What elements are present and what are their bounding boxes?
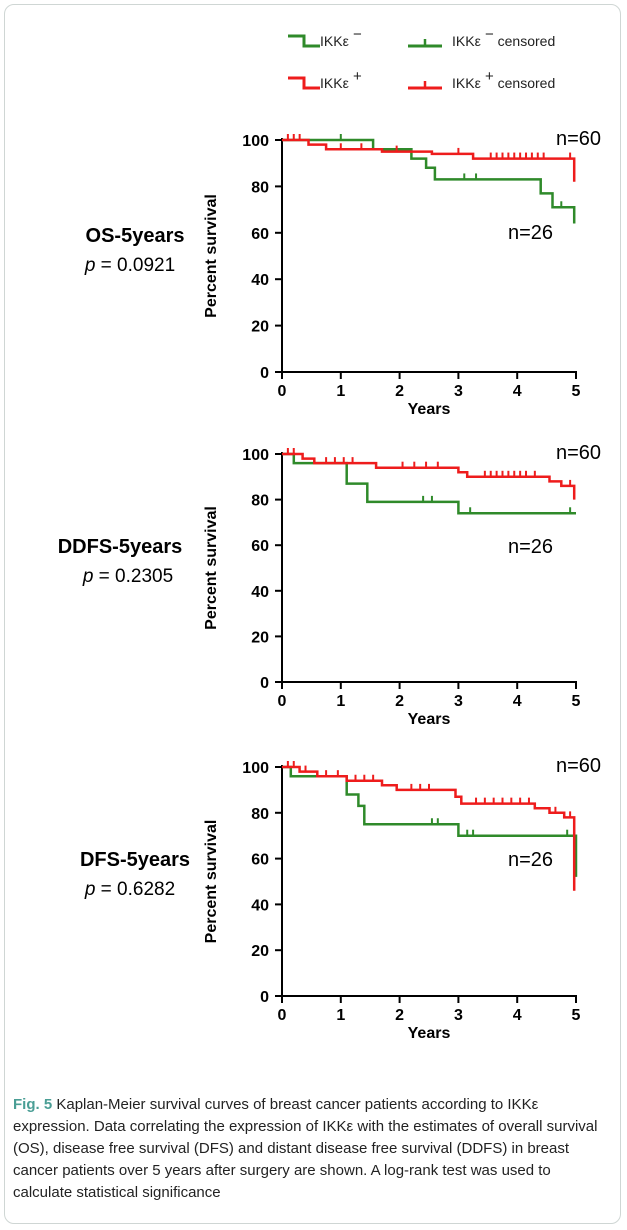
x-tick-label: 3 [454, 383, 463, 400]
y-tick-label: 0 [260, 989, 269, 1006]
x-axis-title: Years [408, 1025, 451, 1042]
survival-curve [282, 765, 578, 877]
legend-item-3: IKKε + censored [408, 68, 555, 91]
x-axis-title: Years [408, 711, 451, 728]
legend: IKKε − IKKε − censored IKKε + IKKε + censor… [288, 26, 555, 91]
x-tick-label: 0 [278, 1007, 287, 1024]
x-tick-label: 3 [454, 1007, 463, 1024]
y-tick-label: 80 [251, 179, 269, 196]
n-label-ikke-negative: n=26 [508, 536, 553, 558]
y-tick-label: 40 [251, 272, 269, 289]
legend-item-2: IKKε + [288, 68, 362, 91]
x-tick-label: 2 [395, 1007, 404, 1024]
legend-label: IKKε + censored [452, 68, 555, 91]
x-tick-label: 0 [278, 693, 287, 710]
y-axis-title: Percent survival [203, 194, 220, 318]
series-ikke-positive [282, 761, 576, 891]
chart-panel-2: 0 20 40 60 80 100 0 1 2 3 4 5 Years Percent survival n… [80, 755, 601, 1042]
survival-curve [282, 138, 576, 224]
y-tick-label: 20 [251, 943, 269, 960]
y-tick-label: 20 [251, 319, 269, 336]
legend-label: IKKε − [320, 26, 362, 49]
legend-label: IKKε − censored [452, 26, 555, 49]
x-tick-label: 5 [572, 383, 581, 400]
n-label-ikke-negative: n=26 [508, 849, 553, 871]
series-ikke-negative [282, 765, 578, 877]
x-tick-label: 1 [336, 383, 345, 400]
p-value: p = 0.2305 [82, 566, 173, 587]
n-label-ikke-positive: n=60 [556, 442, 601, 464]
survival-curve [282, 138, 576, 182]
p-value: p = 0.0921 [84, 255, 175, 276]
x-tick-label: 1 [336, 1007, 345, 1024]
series-ikke-negative [282, 134, 576, 224]
y-tick-label: 80 [251, 806, 269, 823]
survival-curve [282, 765, 576, 891]
figure-canvas: IKKε − IKKε − censored IKKε + IKKε + censor… [58, 26, 601, 1042]
n-label-ikke-positive: n=60 [556, 755, 601, 777]
y-tick-label: 0 [260, 365, 269, 382]
x-tick-label: 4 [513, 383, 522, 400]
chart-panel-1: 0 20 40 60 80 100 0 1 2 3 4 5 Years Percent survival n… [58, 442, 601, 728]
y-tick-label: 40 [251, 584, 269, 601]
x-tick-label: 3 [454, 693, 463, 710]
n-label-ikke-negative: n=26 [508, 222, 553, 244]
legend-step-line [288, 34, 320, 48]
series-ikke-positive [282, 448, 576, 500]
y-tick-label: 40 [251, 897, 269, 914]
panel-title: DFS-5years [80, 849, 190, 871]
chart-panel-0: 0 20 40 60 80 100 0 1 2 3 4 5 Years Percent survival n… [84, 128, 601, 418]
legend-step-line [288, 76, 320, 90]
y-axis-title: Percent survival [203, 820, 220, 944]
x-tick-label: 2 [395, 693, 404, 710]
figure-label: Fig. 5 [13, 1096, 53, 1113]
x-tick-label: 5 [572, 693, 581, 710]
panel-title: OS-5years [86, 225, 185, 247]
series-ikke-positive [282, 134, 576, 182]
y-tick-label: 100 [242, 447, 269, 464]
x-tick-label: 1 [336, 693, 345, 710]
legend-item-1: IKKε − censored [408, 26, 555, 49]
panel-title: DDFS-5years [58, 536, 183, 558]
y-tick-label: 20 [251, 629, 269, 646]
y-tick-label: 60 [251, 226, 269, 243]
figure-frame [4, 4, 621, 1224]
y-tick-label: 60 [251, 538, 269, 555]
p-value: p = 0.6282 [84, 879, 175, 900]
legend-label: IKKε + [320, 68, 362, 91]
caption-text: Kaplan-Meier survival curves of breast c… [13, 1096, 598, 1201]
x-tick-label: 2 [395, 383, 404, 400]
y-tick-label: 60 [251, 852, 269, 869]
n-label-ikke-positive: n=60 [556, 128, 601, 150]
y-tick-label: 100 [242, 133, 269, 150]
y-tick-label: 0 [260, 675, 269, 692]
x-tick-label: 5 [572, 1007, 581, 1024]
y-tick-label: 80 [251, 493, 269, 510]
figure-caption: Fig. 5 Kaplan-Meier survival curves of b… [13, 1094, 613, 1204]
x-axis-title: Years [408, 401, 451, 418]
survival-curve [282, 452, 576, 500]
x-tick-label: 4 [513, 693, 522, 710]
y-axis-title: Percent survival [203, 506, 220, 630]
survival-curve [282, 452, 576, 515]
y-tick-label: 100 [242, 760, 269, 777]
x-tick-label: 4 [513, 1007, 522, 1024]
x-tick-label: 0 [278, 383, 287, 400]
series-ikke-negative [282, 452, 576, 515]
legend-item-0: IKKε − [288, 26, 362, 49]
